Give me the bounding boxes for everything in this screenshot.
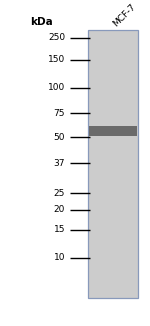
Bar <box>89 126 137 136</box>
Text: 250: 250 <box>48 34 65 42</box>
Bar <box>88 30 138 298</box>
Text: 25: 25 <box>54 188 65 198</box>
Text: 100: 100 <box>48 83 65 93</box>
Text: 150: 150 <box>48 55 65 65</box>
Text: 20: 20 <box>54 205 65 215</box>
Text: 37: 37 <box>54 158 65 168</box>
Text: 50: 50 <box>54 132 65 141</box>
Text: 10: 10 <box>54 254 65 262</box>
Text: MCF-7: MCF-7 <box>112 2 138 28</box>
Text: 75: 75 <box>54 109 65 117</box>
Text: 15: 15 <box>54 226 65 234</box>
Text: kDa: kDa <box>30 17 53 27</box>
